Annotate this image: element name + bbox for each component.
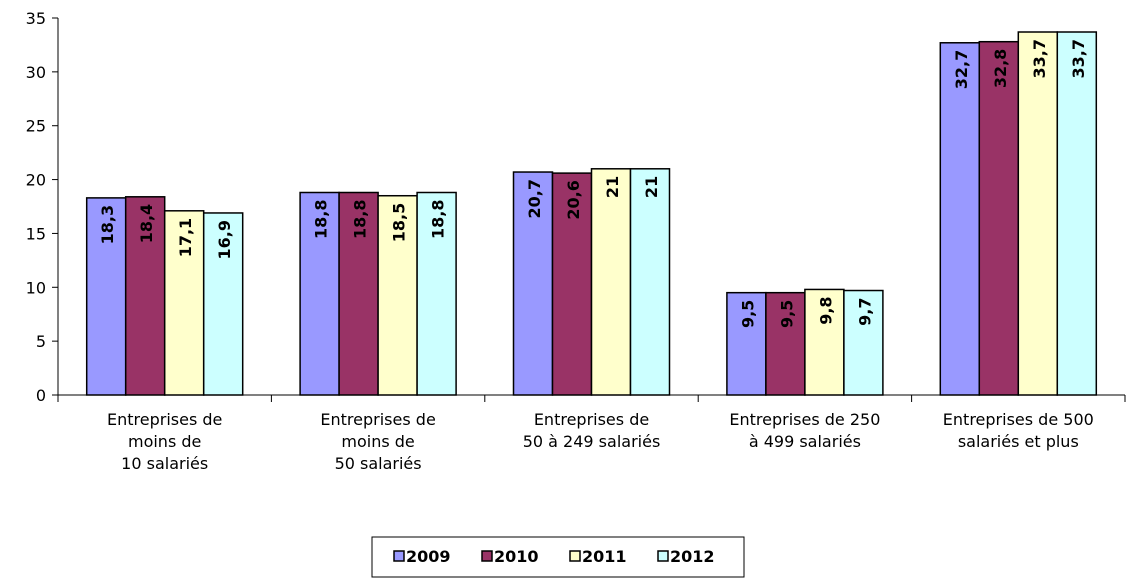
value-label: 9,7 xyxy=(855,298,874,326)
bar xyxy=(299,191,340,396)
bar xyxy=(377,194,418,396)
bar xyxy=(202,212,244,396)
y-tick-label: 10 xyxy=(26,278,46,297)
bar xyxy=(843,289,884,396)
bar xyxy=(1017,31,1059,396)
x-tick-label: Entreprises de 50 à 249 salariés xyxy=(522,410,661,451)
bar xyxy=(338,191,379,396)
legend-swatch xyxy=(481,550,493,562)
x-tick-label: Entreprises de 250 à 499 salariés xyxy=(729,410,881,451)
y-tick-label: 25 xyxy=(26,117,46,136)
bar xyxy=(163,210,205,396)
bar xyxy=(765,291,806,396)
bar xyxy=(416,191,457,396)
value-label: 9,5 xyxy=(777,300,796,328)
legend-swatch xyxy=(569,550,581,562)
bar xyxy=(551,172,593,396)
value-label: 18,8 xyxy=(351,199,370,238)
bar xyxy=(590,168,632,396)
value-label: 9,5 xyxy=(738,300,757,328)
bar xyxy=(85,197,127,396)
legend-box xyxy=(371,536,745,578)
x-tick-label: Entreprises de moins de 50 salariés xyxy=(320,410,436,473)
value-label: 18,4 xyxy=(137,204,156,243)
legend-swatch xyxy=(657,550,669,562)
value-label: 18,8 xyxy=(429,199,448,238)
value-label: 18,3 xyxy=(98,205,117,244)
y-tick-label: 20 xyxy=(26,171,46,190)
value-label: 17,1 xyxy=(176,218,195,257)
bar xyxy=(804,288,845,396)
bar xyxy=(124,196,166,396)
y-tick-label: 0 xyxy=(36,386,46,405)
bar xyxy=(512,171,554,396)
bar xyxy=(629,168,671,396)
bar xyxy=(726,291,767,396)
value-label: 20,7 xyxy=(525,179,544,218)
value-label: 21 xyxy=(642,176,661,198)
value-label: 21 xyxy=(603,176,622,198)
value-label: 20,6 xyxy=(564,180,583,219)
value-label: 9,8 xyxy=(816,296,835,324)
y-tick-label: 15 xyxy=(26,224,46,243)
legend-swatch xyxy=(393,550,405,562)
legend-label: 2010 xyxy=(494,547,539,566)
legend-label: 2011 xyxy=(582,547,627,566)
bar xyxy=(939,42,981,396)
value-label: 32,7 xyxy=(952,50,971,89)
bar xyxy=(1056,31,1098,396)
value-label: 32,8 xyxy=(991,49,1010,88)
value-label: 18,5 xyxy=(390,203,409,242)
value-label: 33,7 xyxy=(1069,39,1088,78)
x-tick-label: Entreprises de moins de 10 salariés xyxy=(107,410,223,473)
bar xyxy=(978,40,1020,396)
legend-label: 2009 xyxy=(406,547,451,566)
value-label: 16,9 xyxy=(215,220,234,259)
value-label: 18,8 xyxy=(312,199,331,238)
value-label: 33,7 xyxy=(1030,39,1049,78)
y-tick-label: 5 xyxy=(36,332,46,351)
y-tick-label: 30 xyxy=(26,63,46,82)
x-tick-label: Entreprises de 500 salariés et plus xyxy=(942,410,1094,451)
legend-label: 2012 xyxy=(670,547,715,566)
y-tick-label: 35 xyxy=(26,9,46,28)
